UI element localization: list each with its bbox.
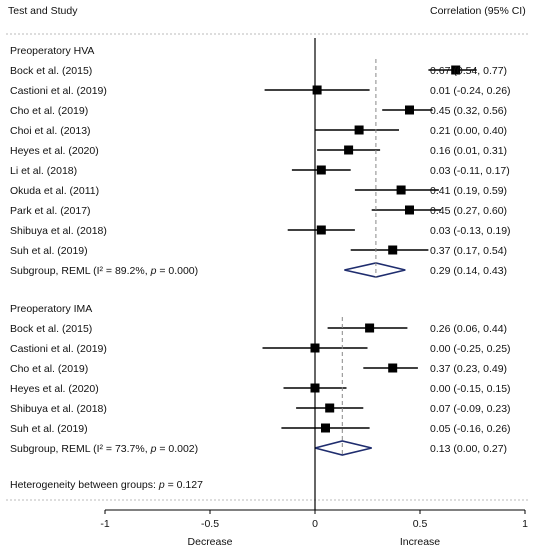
x-tick-label: 0 — [312, 518, 318, 530]
ci-value: 0.41 (0.19, 0.59) — [430, 185, 507, 197]
subgroup-label: Subgroup, REML (I² = 89.2%, p = 0.000) — [10, 265, 198, 277]
ci-value: 0.67 (0.54, 0.77) — [430, 65, 507, 77]
subgroup-ci-value: 0.29 (0.14, 0.43) — [430, 265, 507, 277]
x-tick-label: -1 — [100, 518, 109, 530]
point-estimate-marker — [321, 423, 330, 433]
ci-value: 0.37 (0.23, 0.49) — [430, 363, 507, 375]
study-label: Choi et al. (2013) — [10, 125, 91, 137]
ci-value: 0.00 (-0.25, 0.25) — [430, 343, 511, 355]
study-label: Heyes et al. (2020) — [10, 145, 99, 157]
ci-value: 0.03 (-0.11, 0.17) — [430, 165, 510, 177]
subgroup-ci-value: 0.13 (0.00, 0.27) — [430, 443, 507, 455]
study-label: Bock et al. (2015) — [10, 65, 92, 77]
point-estimate-marker — [388, 245, 398, 255]
direction-label-decrease: Decrease — [188, 536, 233, 548]
ci-value: 0.16 (0.01, 0.31) — [430, 145, 507, 157]
direction-label-increase: Increase — [400, 536, 440, 548]
subgroup-diamond — [314, 440, 372, 456]
point-estimate-marker — [316, 225, 326, 235]
x-tick-label: 0.5 — [413, 518, 428, 530]
study-label: Park et al. (2017) — [10, 205, 91, 217]
subgroup-diamond — [344, 262, 406, 278]
study-label: Suh et al. (2019) — [10, 423, 88, 435]
ci-value: 0.07 (-0.09, 0.23) — [430, 403, 511, 415]
study-label: Okuda et al. (2011) — [10, 185, 99, 197]
point-estimate-marker — [354, 125, 364, 135]
x-tick-label: 1 — [522, 518, 528, 530]
header-study-label: Test and Study — [8, 5, 78, 17]
study-label: Suh et al. (2019) — [10, 245, 88, 257]
point-estimate-marker — [312, 85, 322, 95]
group-heading: Preoperatory IMA — [10, 303, 92, 315]
header-correlation-label: Correlation (95% CI) — [430, 5, 526, 17]
ci-value: 0.01 (-0.24, 0.26) — [430, 85, 511, 97]
study-label: Castioni et al. (2019) — [10, 343, 107, 355]
study-label: Li et al. (2018) — [10, 165, 77, 177]
ci-value: 0.21 (0.00, 0.40) — [430, 125, 507, 137]
study-label: Castioni et al. (2019) — [10, 85, 107, 97]
study-label: Shibuya et al. (2018) — [10, 403, 107, 415]
ci-value: 0.45 (0.27, 0.60) — [430, 205, 507, 217]
point-estimate-marker — [451, 65, 461, 75]
study-label: Bock et al. (2015) — [10, 323, 92, 335]
ci-value: 0.03 (-0.13, 0.19) — [430, 225, 511, 237]
subgroup-label: Subgroup, REML (I² = 73.7%, p = 0.002) — [10, 443, 198, 455]
point-estimate-marker — [365, 323, 375, 333]
study-label: Shibuya et al. (2018) — [10, 225, 107, 237]
study-label: Cho et al. (2019) — [10, 105, 88, 117]
ci-value: 0.45 (0.32, 0.56) — [430, 105, 507, 117]
study-label: Heyes et al. (2020) — [10, 383, 99, 395]
ci-value: 0.26 (0.06, 0.44) — [430, 323, 507, 335]
x-tick-label: -0.5 — [201, 518, 219, 530]
study-label: Cho et al. (2019) — [10, 363, 88, 375]
group-heading: Preoperatory HVA — [10, 45, 94, 57]
point-estimate-marker — [316, 165, 326, 175]
point-estimate-marker — [388, 363, 398, 373]
point-estimate-marker — [405, 105, 414, 115]
heterogeneity-label: Heterogeneity between groups: p = 0.127 — [10, 479, 203, 491]
ci-value: 0.00 (-0.15, 0.15) — [430, 383, 511, 395]
point-estimate-marker — [396, 185, 406, 195]
point-estimate-marker — [325, 403, 335, 413]
point-estimate-marker — [344, 145, 354, 155]
ci-value: 0.05 (-0.16, 0.26) — [430, 423, 511, 435]
point-estimate-marker — [405, 205, 414, 215]
ci-value: 0.37 (0.17, 0.54) — [430, 245, 507, 257]
